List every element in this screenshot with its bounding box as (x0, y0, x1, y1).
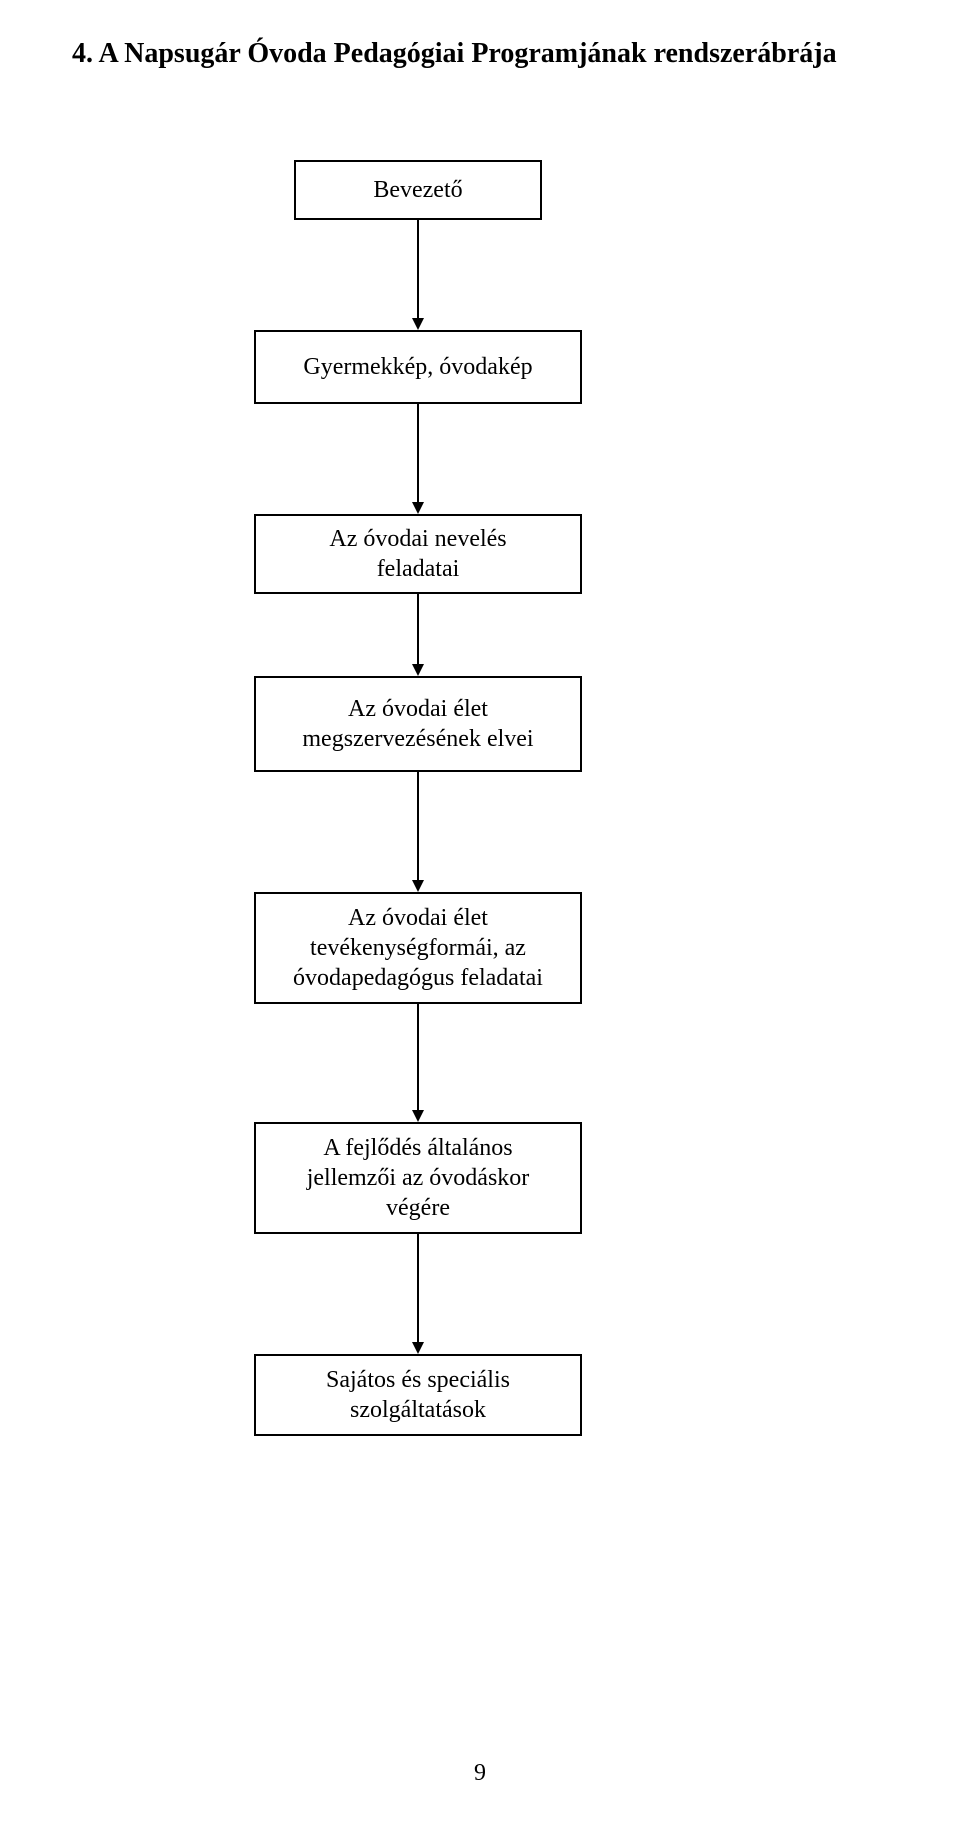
arrowhead-icon (412, 1342, 424, 1354)
arrowhead-icon (412, 880, 424, 892)
arrowhead-icon (412, 664, 424, 676)
flow-node: Az óvodai életmegszervezésének elvei (254, 676, 582, 772)
flow-node: Az óvodai élettevékenységformái, azóvoda… (254, 892, 582, 1004)
page-title: 4. A Napsugár Óvoda Pedagógiai Programjá… (72, 38, 960, 70)
arrowhead-icon (412, 318, 424, 330)
flowchart-area: Bevezető Gyermekkép, óvodakép Az óvodai ne… (0, 160, 960, 1660)
flow-connector (417, 404, 419, 502)
flow-connector (417, 1004, 419, 1110)
flow-connector (417, 1234, 419, 1342)
flow-connector (417, 772, 419, 880)
flow-connector (417, 220, 419, 318)
arrowhead-icon (412, 1110, 424, 1122)
page-number: 9 (0, 1760, 960, 1787)
flow-connector (417, 594, 419, 664)
arrowhead-icon (412, 502, 424, 514)
flow-node: Gyermekkép, óvodakép (254, 330, 582, 404)
flow-node: Bevezető (294, 160, 542, 220)
flow-node: A fejlődés általánosjellemzői az óvodásk… (254, 1122, 582, 1234)
flow-node: Az óvodai nevelésfeladatai (254, 514, 582, 594)
flow-node: Sajátos és speciálisszolgáltatások (254, 1354, 582, 1436)
